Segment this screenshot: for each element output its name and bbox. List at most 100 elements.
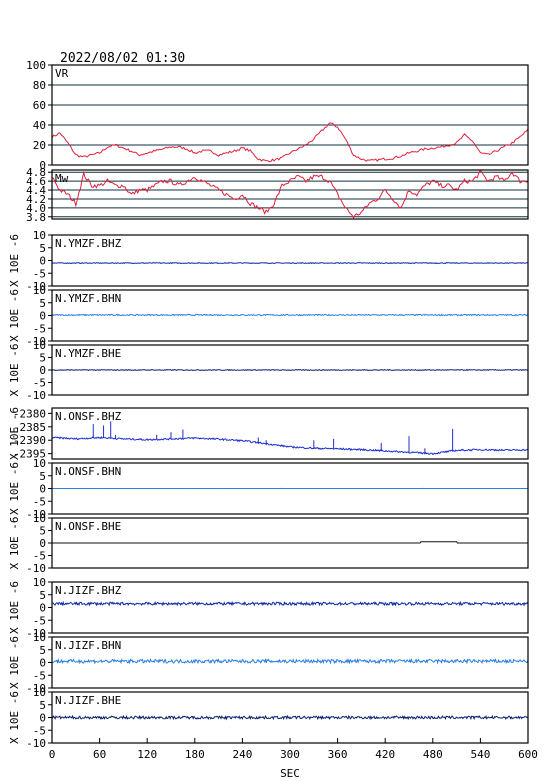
y-tick-label: -2395 xyxy=(13,448,46,461)
x-tick-label: 480 xyxy=(423,748,443,761)
y-tick-label: 5 xyxy=(39,470,46,483)
trace-jizf_bhn xyxy=(51,657,529,665)
y-axis-label: X 10E -6 xyxy=(8,691,21,744)
trace-jizf_bhe xyxy=(51,714,529,721)
panel-frame xyxy=(51,517,529,569)
trace-onsf_bhz xyxy=(51,436,529,456)
y-tick-label: -10 xyxy=(26,627,46,640)
panel-frame xyxy=(51,462,529,515)
y-tick-label: 10 xyxy=(33,457,46,470)
x-axis: 0 60 120 180 240 300 360 420 480 540 600 SEC xyxy=(49,738,538,780)
y-tick-label: 5 xyxy=(39,644,46,657)
y-tick-label: -5 xyxy=(33,614,46,627)
y-tick-label: 0 xyxy=(39,483,46,496)
y-tick-label: -5 xyxy=(33,267,46,280)
y-tick-label: -10 xyxy=(26,562,46,575)
y-tick-label: 0 xyxy=(39,657,46,670)
y-tick-label: 10 xyxy=(33,576,46,589)
y-tick-label: 10 xyxy=(33,229,46,242)
channel-label-ymzf_bhe: N.YMZF.BHE xyxy=(55,347,121,360)
y-tick-label: 100 xyxy=(26,59,46,72)
x-tick-label: 60 xyxy=(93,748,106,761)
y-tick-label: -5 xyxy=(33,377,46,390)
y-tick-label: 0 xyxy=(39,712,46,725)
x-tick-label: 300 xyxy=(280,748,300,761)
y-tick-label: 3.8 xyxy=(26,211,46,224)
y-tick-label: -5 xyxy=(33,495,46,508)
y-tick-label: 0 xyxy=(39,364,46,377)
x-tick-label: 120 xyxy=(137,748,157,761)
panel-frame xyxy=(51,581,529,634)
x-tick-label: 420 xyxy=(375,748,395,761)
panel-frame xyxy=(51,636,529,689)
y-tick-label: 10 xyxy=(33,512,46,525)
y-tick-label: -10 xyxy=(26,508,46,521)
y-tick-label: -10 xyxy=(26,682,46,695)
channel-label-ymzf_bhn: N.YMZF.BHN xyxy=(55,292,121,305)
datetime-header: 2022/08/02 01:30 xyxy=(60,51,185,66)
panel-frame xyxy=(51,289,529,342)
y-tick-label: -5 xyxy=(33,322,46,335)
y-tick-label: 10 xyxy=(33,284,46,297)
y-tick-label: 10 xyxy=(33,686,46,699)
y-tick-label: 0 xyxy=(39,537,46,550)
y-tick-label: 0 xyxy=(39,310,46,323)
x-tick-label: 600 xyxy=(518,748,538,761)
y-tick-label: -10 xyxy=(26,335,46,348)
y-tick-label: 0 xyxy=(39,255,46,268)
channel-label-onsf_bhn: N.ONSF.BHN xyxy=(55,465,121,478)
y-tick-label: -5 xyxy=(33,550,46,563)
x-axis-label: SEC xyxy=(280,767,300,780)
y-axis-label: X 10E -6 xyxy=(8,234,21,287)
y-tick-label: 40 xyxy=(33,119,46,132)
y-tick-label: 5 xyxy=(39,525,46,538)
y-axis-label: X 10E -6 xyxy=(8,289,21,342)
y-axis-label: X 10E -6 xyxy=(8,581,21,634)
channel-label-mw: Mw xyxy=(55,172,69,185)
x-tick-label: 540 xyxy=(470,748,490,761)
channel-label-onsf_bhz: N.ONSF.BHZ xyxy=(55,410,122,423)
x-tick-label: 240 xyxy=(232,748,252,761)
y-axis-label: X 10E -6 xyxy=(8,517,21,570)
trace-ymzf_bhe xyxy=(52,368,529,372)
trace-onsf_bhe xyxy=(52,541,528,544)
y-tick-label: 5 xyxy=(39,352,46,365)
y-tick-label: -2385 xyxy=(13,421,46,434)
y-tick-label: 0 xyxy=(39,159,46,172)
trace-jizf_bhz xyxy=(51,600,529,607)
channel-label-onsf_bhe: N.ONSF.BHE xyxy=(55,520,121,533)
y-tick-label: 4.2 xyxy=(26,193,46,206)
y-tick-label: -5 xyxy=(33,669,46,682)
channel-label-jizf_bhz: N.JIZF.BHZ xyxy=(55,584,122,597)
y-tick-label: 4.0 xyxy=(26,202,46,215)
channel-label-vr: VR xyxy=(55,67,69,80)
y-tick-label: -10 xyxy=(26,280,46,293)
panel-frame xyxy=(51,407,529,460)
y-axis-label: X 10E -6 xyxy=(8,462,21,515)
panel-frame xyxy=(51,234,529,287)
trace-vr xyxy=(51,122,529,163)
y-tick-label: 0 xyxy=(39,602,46,615)
y-tick-label: 4.4 xyxy=(26,184,46,197)
y-tick-label: 4.8 xyxy=(26,166,46,179)
y-tick-label: 20 xyxy=(33,139,46,152)
y-tick-label: -2380 xyxy=(13,407,46,420)
y-axis-label: X 10E -6 xyxy=(8,636,21,689)
channel-label-jizf_bhe: N.JIZF.BHE xyxy=(55,694,121,707)
y-axis-label: X 10E -6 xyxy=(8,407,21,460)
x-tick-label: 360 xyxy=(328,748,348,761)
y-tick-label: 5 xyxy=(39,589,46,602)
y-tick-label: 5 xyxy=(39,242,46,255)
y-tick-label: -5 xyxy=(33,724,46,737)
y-tick-label: 10 xyxy=(33,631,46,644)
y-tick-label: 80 xyxy=(33,79,46,92)
y-tick-label: -2390 xyxy=(13,434,46,447)
panel-frame xyxy=(51,64,529,166)
y-tick-label: 4.6 xyxy=(26,175,46,188)
trace-ymzf_bhz xyxy=(51,262,529,265)
panel-frame xyxy=(51,169,529,220)
y-tick-label: 10 xyxy=(33,339,46,352)
y-tick-label: -10 xyxy=(26,389,46,402)
